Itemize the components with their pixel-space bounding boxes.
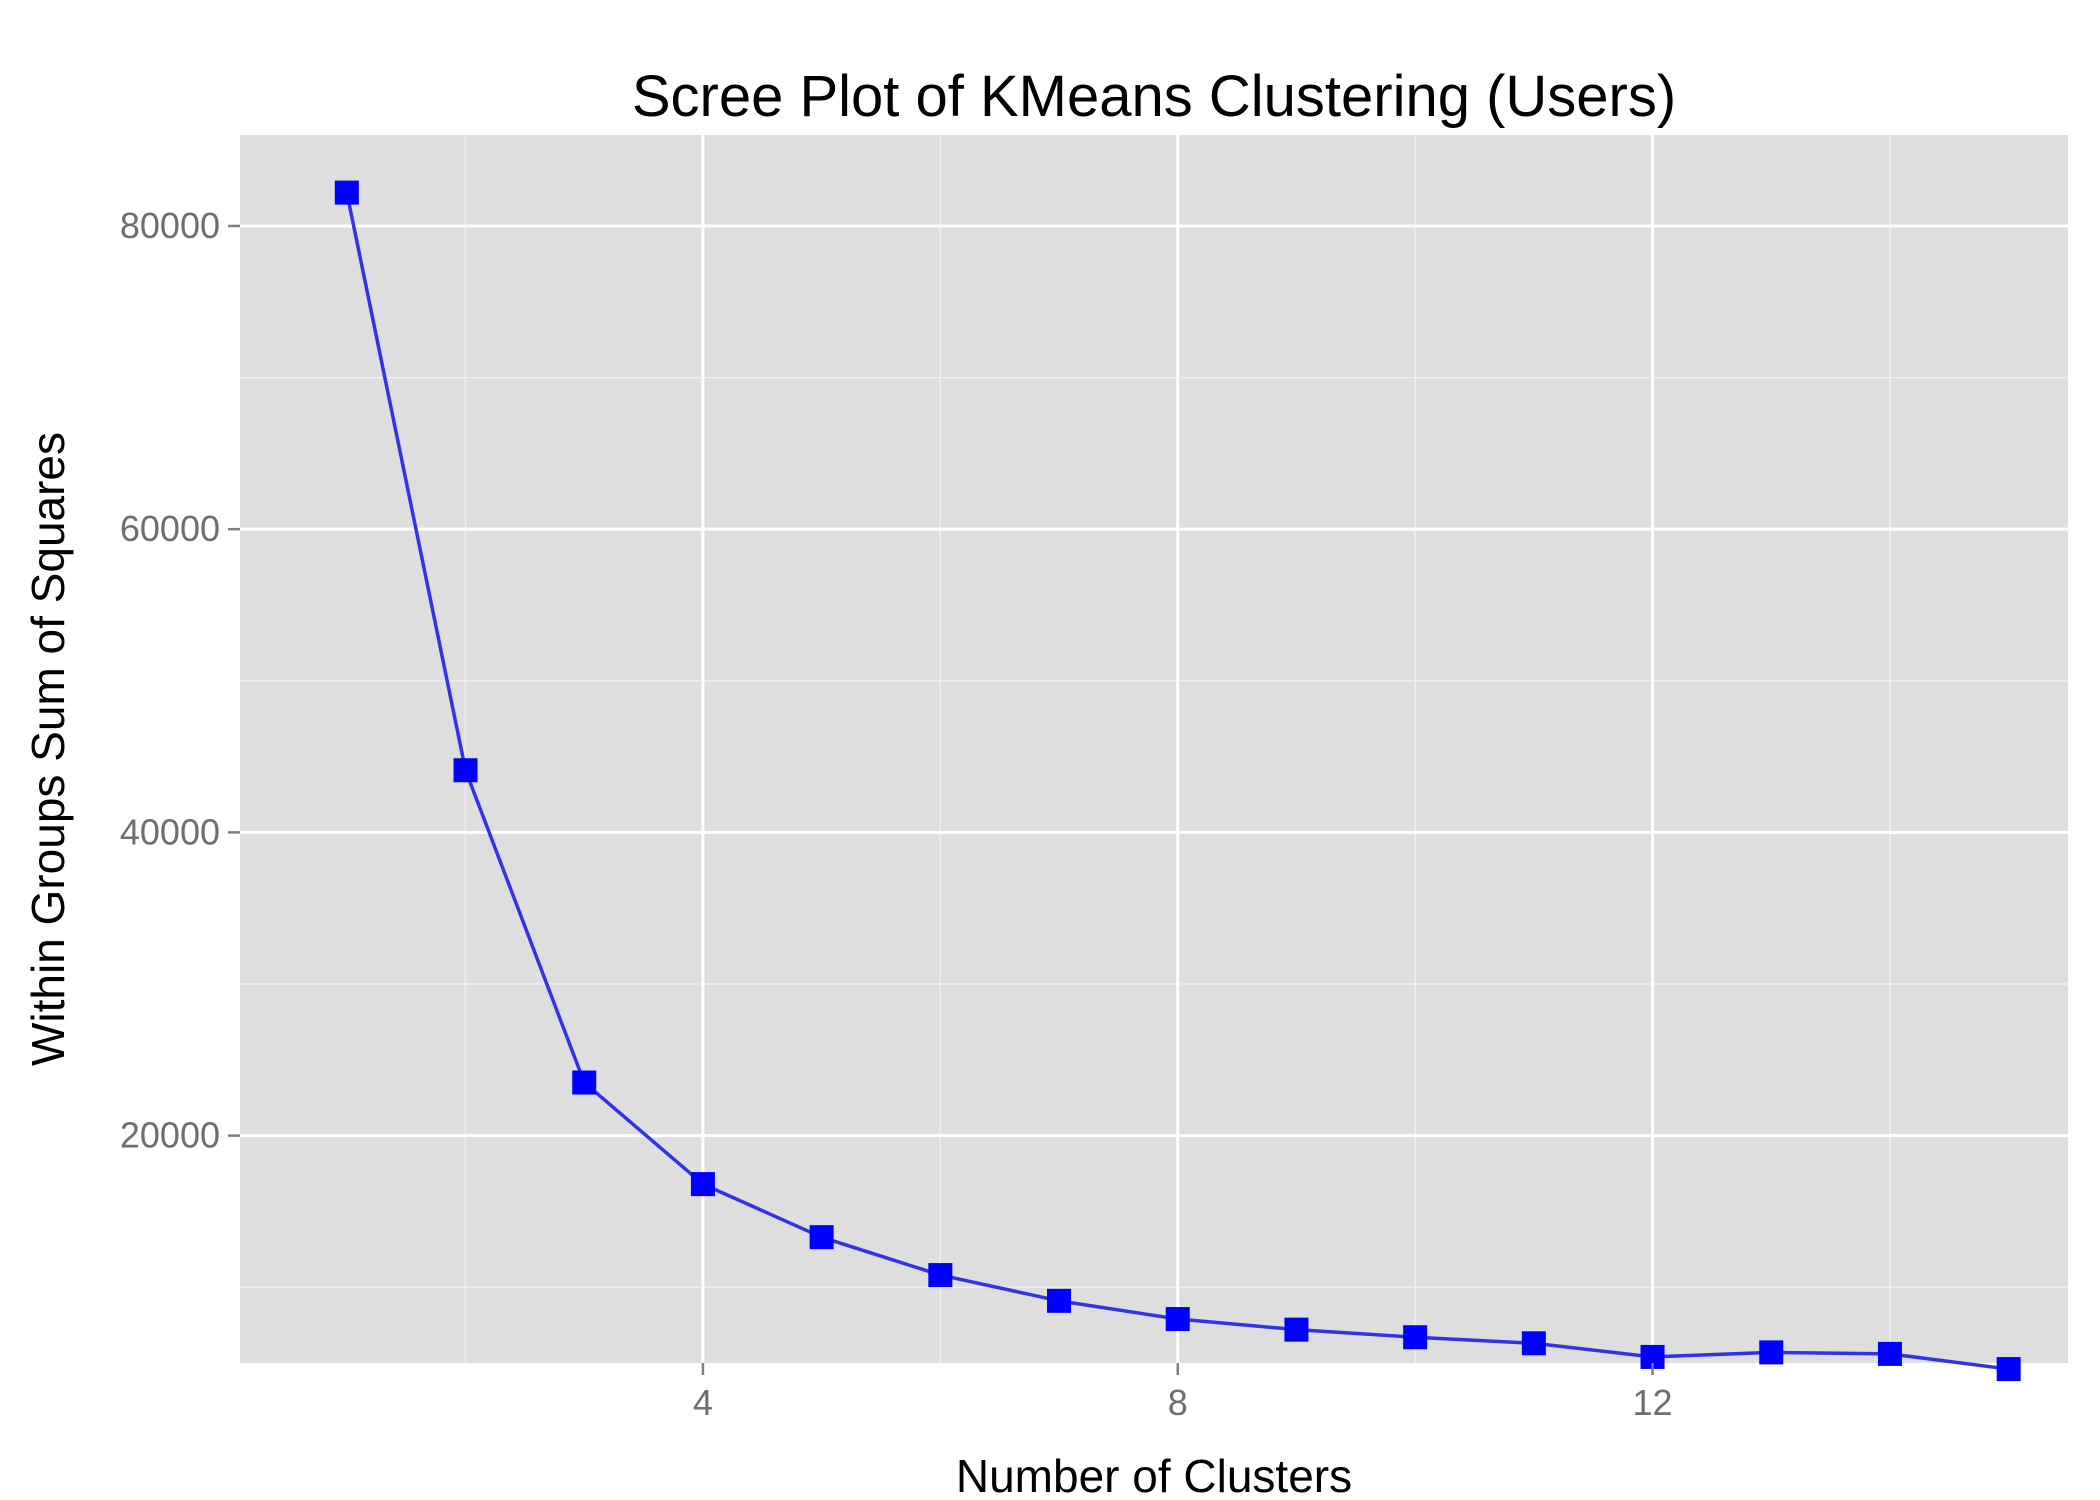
data-point-marker — [1996, 1357, 2021, 1382]
y-tick-label: 60000 — [120, 508, 220, 549]
y-tick-label: 20000 — [120, 1115, 220, 1156]
x-axis-title: Number of Clusters — [956, 1450, 1352, 1500]
grid-major — [240, 135, 2068, 1363]
y-axis: 20000 40000 60000 80000 — [120, 205, 240, 1156]
data-point-marker — [1877, 1341, 1902, 1366]
data-point-marker — [1759, 1340, 1784, 1365]
data-point-marker — [809, 1225, 834, 1250]
series-layer — [334, 180, 2021, 1382]
x-tick-label: 12 — [1633, 1382, 1673, 1423]
x-axis: 4 8 12 — [693, 1363, 1673, 1423]
grid-minor — [240, 135, 2068, 1363]
y-tick-label: 40000 — [120, 811, 220, 852]
data-point-marker — [1403, 1325, 1428, 1350]
data-point-marker — [1165, 1307, 1190, 1332]
data-point-marker — [928, 1263, 953, 1288]
data-point-marker — [1284, 1317, 1309, 1342]
y-tick-label: 80000 — [120, 205, 220, 246]
data-point-marker — [334, 180, 359, 205]
x-tick-label: 8 — [1168, 1382, 1188, 1423]
data-point-marker — [690, 1172, 715, 1197]
y-axis-title: Within Groups Sum of Squares — [22, 432, 74, 1066]
data-point-marker — [1047, 1288, 1072, 1313]
data-point-marker — [453, 758, 478, 783]
plot-panel — [240, 135, 2068, 1363]
data-point-marker — [1521, 1331, 1546, 1356]
chart-title: Scree Plot of KMeans Clustering (Users) — [632, 64, 1676, 129]
data-point-marker — [572, 1070, 597, 1095]
x-tick-label: 4 — [693, 1382, 713, 1423]
